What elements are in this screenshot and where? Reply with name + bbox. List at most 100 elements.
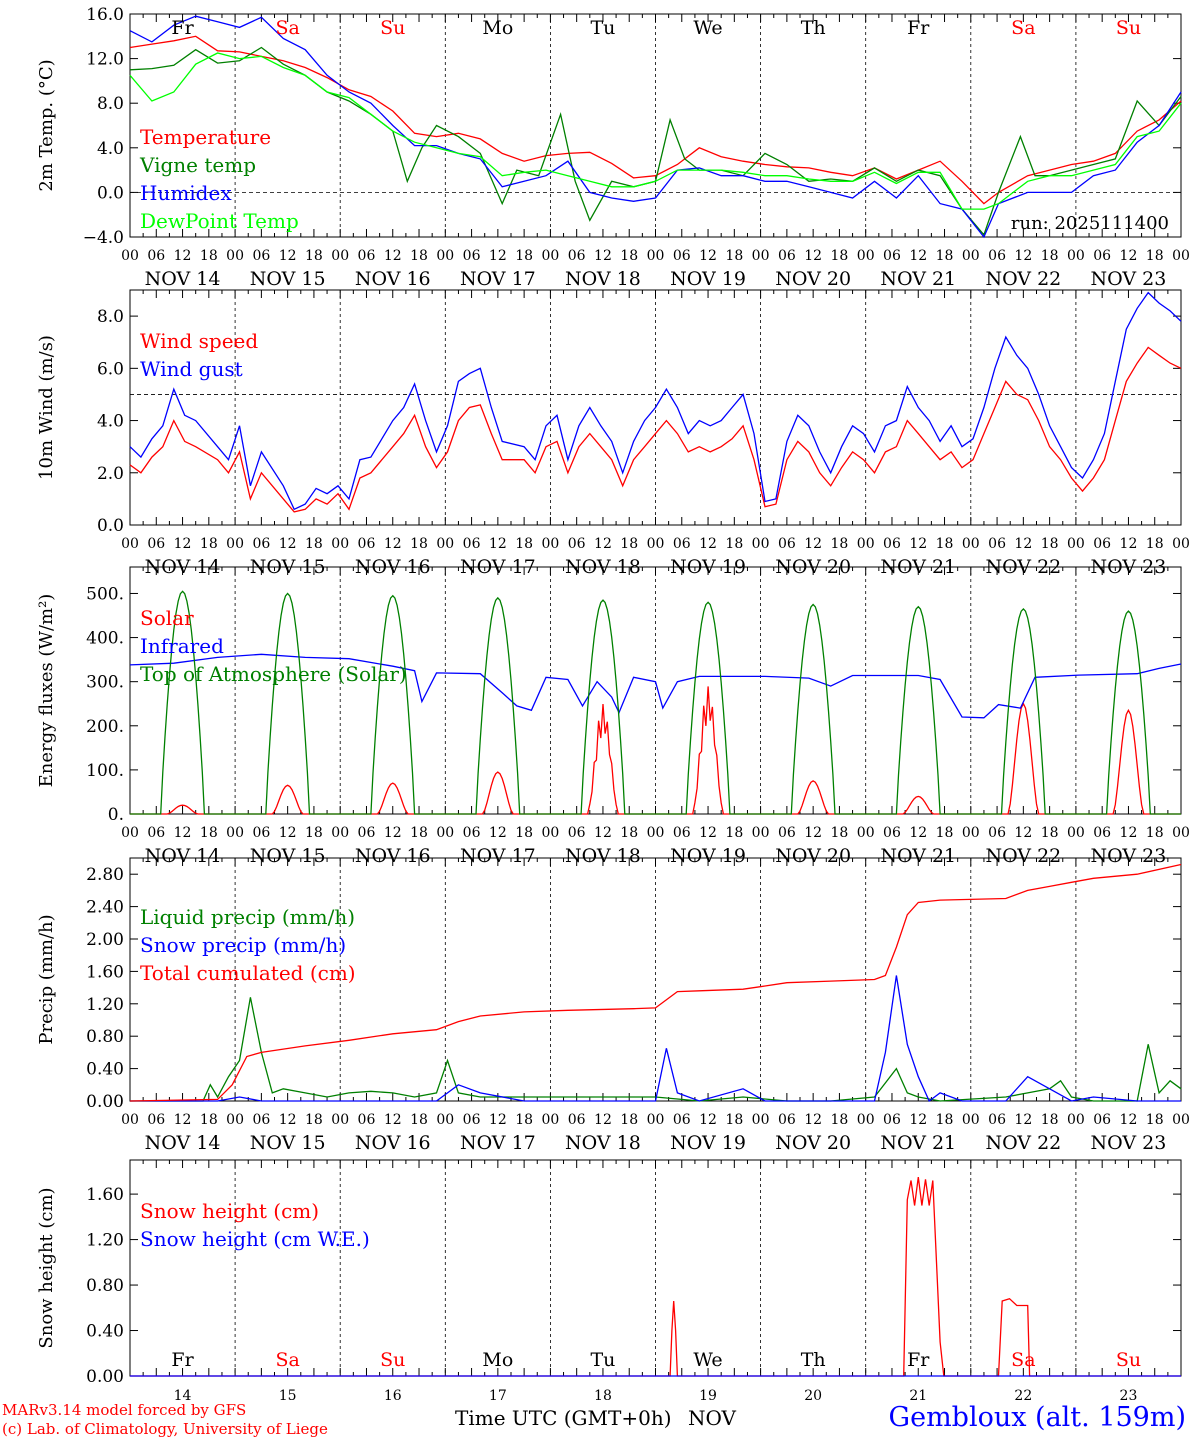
hour-tick-label: 18: [936, 248, 954, 264]
hour-tick-label: 18: [410, 825, 428, 841]
lab-credit: (c) Lab. of Climatology, University of L…: [2, 1420, 328, 1438]
hour-tick-label: 12: [909, 536, 927, 552]
hour-tick-label: 12: [1120, 825, 1138, 841]
hour-tick-label: 00: [1172, 248, 1190, 264]
day-marker: Fr: [907, 1349, 930, 1371]
hour-tick-label: 12: [804, 825, 822, 841]
hour-tick-label: 00: [1067, 248, 1085, 264]
hour-tick-label: 12: [1014, 248, 1032, 264]
hour-tick-label: 12: [1014, 1112, 1032, 1128]
hour-tick-label: 06: [147, 248, 165, 264]
hour-tick-label: 12: [1120, 1112, 1138, 1128]
day-label: NOV 16: [355, 1132, 431, 1154]
hour-tick-label: 12: [699, 248, 717, 264]
y-tick-label: 2.0: [97, 464, 124, 484]
y-tick-label: 4.0: [97, 412, 124, 432]
day-marker: Sa: [275, 17, 299, 39]
legend-item: Wind gust: [140, 357, 243, 381]
hour-tick-label: 18: [1041, 825, 1059, 841]
legend-item: Temperature: [140, 125, 271, 149]
day-marker: We: [693, 17, 722, 39]
y-tick-label: 0.00: [86, 1092, 124, 1112]
hour-tick-label: 18: [725, 536, 743, 552]
hour-tick-label: 00: [541, 248, 559, 264]
hour-tick-label: 06: [147, 1112, 165, 1128]
hour-tick-label: 00: [226, 825, 244, 841]
day-label: NOV 23: [1091, 845, 1167, 867]
hour-tick-label: 06: [988, 536, 1006, 552]
hour-tick-label: 06: [778, 248, 796, 264]
day-label: NOV 17: [460, 845, 536, 867]
y-tick-label: 1.20: [86, 995, 124, 1015]
day-number: 16: [384, 1388, 402, 1404]
hour-tick-label: 00: [226, 1112, 244, 1128]
hour-tick-label: 00: [331, 248, 349, 264]
hour-tick-label: 00: [541, 536, 559, 552]
hour-tick-label: 00: [436, 248, 454, 264]
hour-tick-label: 06: [568, 536, 586, 552]
hour-tick-label: 00: [226, 248, 244, 264]
day-label: NOV 22: [985, 268, 1061, 290]
hour-tick-label: 06: [1093, 536, 1111, 552]
hour-tick-label: 06: [252, 825, 270, 841]
y-tick-label: 0.: [108, 805, 124, 825]
hour-tick-label: 00: [331, 825, 349, 841]
y-tick-label: 16.0: [86, 5, 124, 25]
hour-tick-label: 06: [883, 825, 901, 841]
hour-tick-label: 12: [909, 825, 927, 841]
hour-tick-label: 00: [857, 536, 875, 552]
day-label: NOV 16: [355, 268, 431, 290]
hour-tick-label: 12: [804, 536, 822, 552]
hour-tick-label: 00: [436, 1112, 454, 1128]
hour-tick-label: 18: [410, 248, 428, 264]
hour-tick-label: 12: [1120, 248, 1138, 264]
hour-tick-label: 06: [988, 248, 1006, 264]
hour-tick-label: 18: [725, 248, 743, 264]
hour-tick-label: 00: [121, 825, 139, 841]
hour-tick-label: 12: [909, 248, 927, 264]
day-marker: Su: [1116, 1349, 1141, 1371]
hour-tick-label: 18: [1146, 825, 1164, 841]
hour-tick-label: 12: [1014, 536, 1032, 552]
hour-tick-label: 12: [279, 1112, 297, 1128]
hour-tick-label: 06: [1093, 1112, 1111, 1128]
series-liquid-precip-mm-h-: [130, 997, 1182, 1102]
y-tick-label: 300.: [86, 673, 124, 693]
hour-tick-label: 00: [752, 1112, 770, 1128]
hour-tick-label: 12: [279, 248, 297, 264]
y-tick-label: 2.80: [86, 865, 124, 885]
hour-tick-label: 00: [436, 825, 454, 841]
hour-tick-label: 06: [252, 248, 270, 264]
day-label: NOV 18: [565, 1132, 641, 1154]
day-marker: Th: [801, 17, 826, 39]
legend-item: Solar: [140, 606, 194, 630]
day-label: NOV 21: [880, 1132, 956, 1154]
hour-tick-label: 00: [752, 825, 770, 841]
hour-tick-label: 06: [673, 248, 691, 264]
y-axis-label: 2m Temp. (°C): [36, 59, 57, 191]
hour-tick-label: 00: [541, 1112, 559, 1128]
day-number: 18: [594, 1388, 612, 1404]
hour-tick-label: 18: [410, 536, 428, 552]
hour-tick-label: 12: [174, 1112, 192, 1128]
y-tick-label: 8.0: [97, 307, 124, 327]
day-label: NOV 14: [145, 268, 221, 290]
day-label: NOV 15: [250, 845, 326, 867]
hour-tick-label: 06: [463, 825, 481, 841]
legend-item: Liquid precip (mm/h): [140, 905, 355, 929]
hour-tick-label: 18: [1146, 248, 1164, 264]
day-marker: Su: [380, 1349, 405, 1371]
hour-tick-label: 00: [962, 1112, 980, 1128]
hour-tick-label: 18: [410, 1112, 428, 1128]
hour-tick-label: 18: [515, 1112, 533, 1128]
hour-tick-label: 18: [620, 825, 638, 841]
hour-tick-label: 00: [857, 248, 875, 264]
hour-tick-label: 12: [384, 1112, 402, 1128]
hour-tick-label: 06: [147, 536, 165, 552]
legend-item: Humidex: [140, 181, 232, 205]
hour-tick-label: 12: [174, 536, 192, 552]
panel-1: 16.0 12.0 8.0 4.0 0.0 −4.0 2m Temp. (°C) Temper…: [36, 5, 1190, 290]
hour-tick-label: 18: [515, 536, 533, 552]
hour-tick-label: 18: [725, 825, 743, 841]
hour-tick-label: 00: [1067, 536, 1085, 552]
